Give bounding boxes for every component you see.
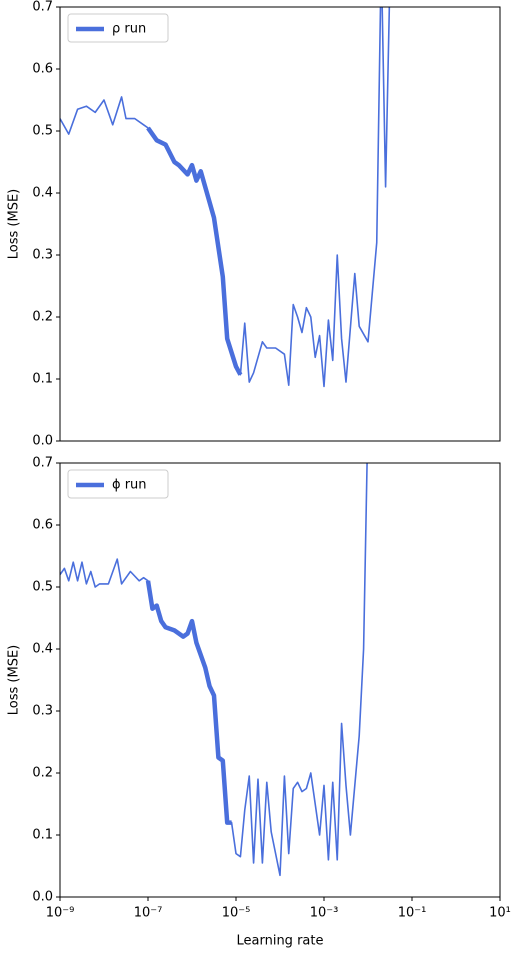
- series-line: [146, 126, 243, 376]
- y-tick-label: 0.1: [32, 372, 53, 387]
- y-tick-label: 0.0: [32, 434, 53, 449]
- x-tick-label: 10⁻¹: [398, 906, 427, 921]
- y-tick-label: 0.7: [32, 456, 53, 471]
- y-tick-label: 0.1: [32, 828, 53, 843]
- y-tick-label: 0.5: [32, 580, 53, 595]
- x-axis-label: Learning rate: [237, 934, 324, 949]
- y-tick-label: 0.6: [32, 518, 53, 533]
- y-tick-label: 0.3: [32, 248, 53, 263]
- axes-frame: [59, 462, 501, 898]
- series-line: [60, 7, 391, 388]
- y-tick-label: 0.6: [32, 62, 53, 77]
- x-tick-label: 10¹: [489, 906, 511, 921]
- x-tick-label: 10⁻³: [310, 906, 339, 921]
- legend-label: ϕ run: [112, 478, 147, 493]
- y-tick-label: 0.4: [32, 186, 53, 201]
- y-axis-label: Loss (MSE): [7, 645, 22, 715]
- y-tick-label: 0.2: [32, 766, 53, 781]
- legend-box: [67, 13, 169, 43]
- axes-frame: [59, 6, 501, 442]
- y-axis-label: Loss (MSE): [7, 189, 22, 259]
- y-tick-label: 0.5: [32, 124, 53, 139]
- series-line: [145, 580, 232, 825]
- y-tick-label: 0.0: [32, 890, 53, 905]
- x-tick-label: 10⁻⁹: [46, 906, 75, 921]
- y-tick-label: 0.4: [32, 642, 53, 657]
- y-tick-label: 0.3: [32, 704, 53, 719]
- y-tick-label: 0.7: [32, 0, 53, 15]
- y-tick-label: 0.2: [32, 310, 53, 325]
- x-tick-label: 10⁻⁵: [222, 906, 251, 921]
- legend-label: ρ run: [112, 22, 146, 37]
- legend-box: [67, 469, 169, 499]
- x-tick-label: 10⁻⁷: [134, 906, 163, 921]
